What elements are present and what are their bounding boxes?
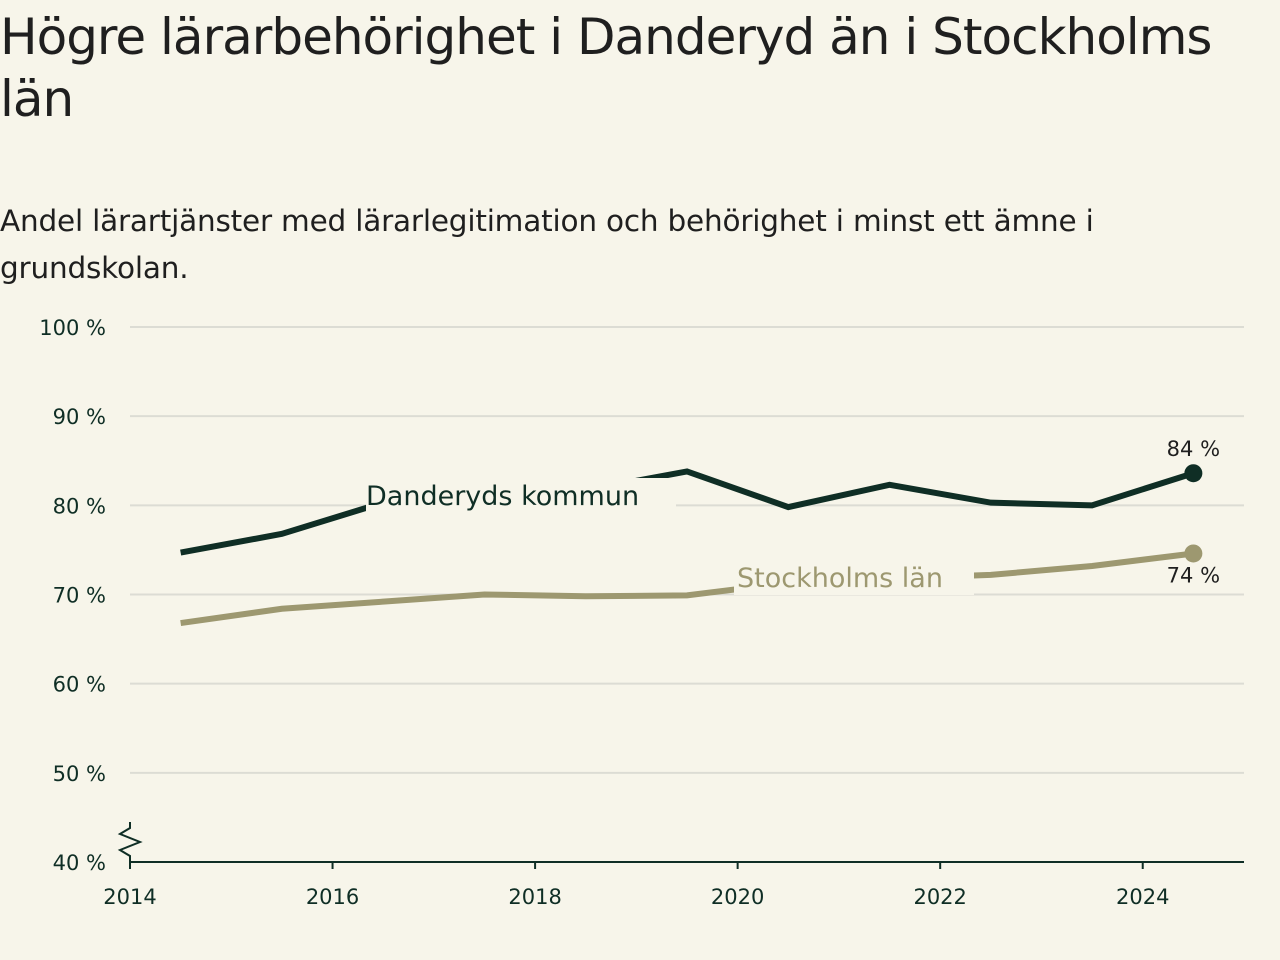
series-line [180,468,1195,556]
chart-subtitle: Andel lärartjänster med lärarlegitimatio… [0,204,1094,285]
series-line [180,550,1194,627]
chart-title: Högre lärarbehörighet i Danderyd än i St… [0,8,1212,128]
x-tick-label: 2014 [103,885,156,909]
axis-break-icon [117,822,143,862]
series-label: Stockholms län [737,563,943,594]
series-endpoint [1184,464,1203,483]
end-value-label: 74 % [1167,563,1220,587]
x-tick-label: 2016 [306,885,359,909]
y-tick-label: 80 % [53,494,106,518]
x-tick-label: 2024 [1116,885,1169,909]
y-tick-label: 40 % [53,851,106,875]
end-value-label: 84 % [1167,437,1220,461]
y-tick-label: 60 % [53,673,106,697]
y-tick-label: 50 % [53,762,106,786]
y-tick-label: 70 % [53,584,106,608]
x-tick-label: 2022 [913,885,966,909]
x-tick-label: 2018 [508,885,561,909]
x-tick-label: 2020 [711,885,764,909]
series-endpoint [1184,544,1203,563]
y-tick-label: 100 % [39,316,106,340]
series-label-bg [734,560,974,595]
series-label: Danderyds kommun [366,481,639,512]
series-label-bg [366,478,676,513]
y-tick-label: 90 % [53,405,106,429]
